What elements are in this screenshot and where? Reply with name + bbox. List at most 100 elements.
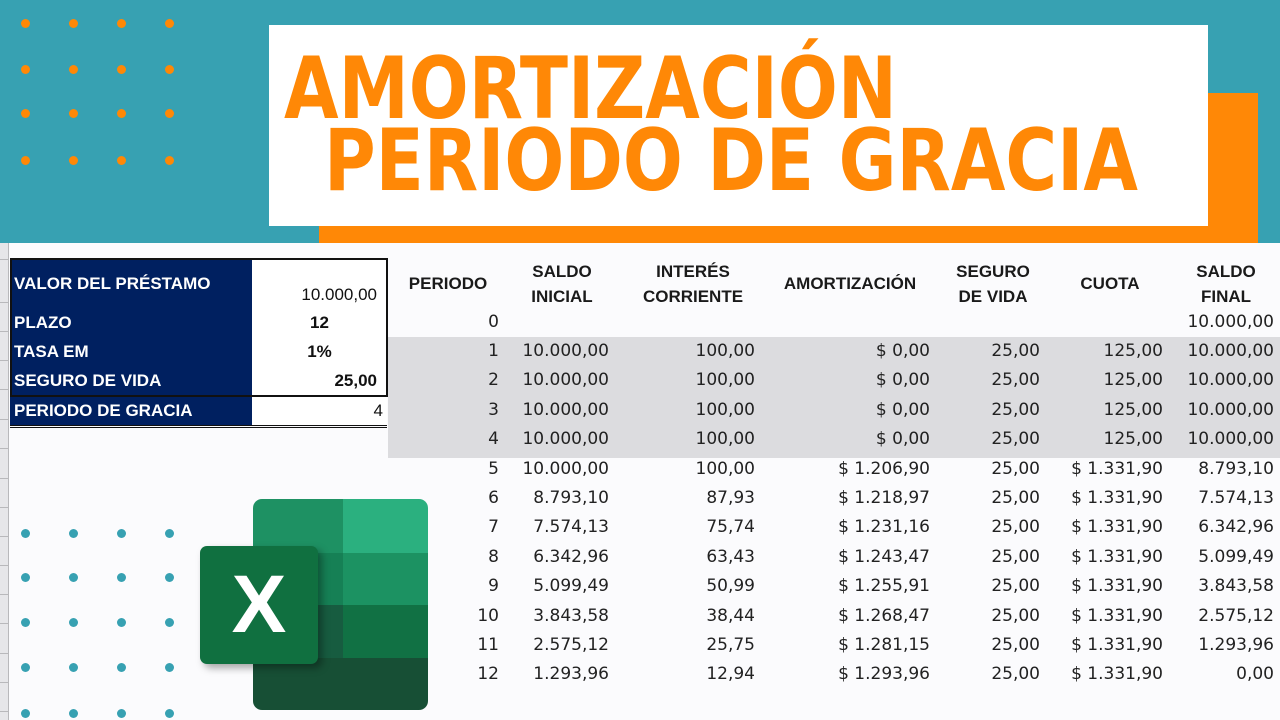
cell-interes[interactable] — [645, 308, 755, 337]
cell-saldo-inicial[interactable]: 5.099,49 — [533, 576, 609, 596]
cell-saldo-final[interactable]: 6.342,96 — [1198, 517, 1274, 537]
cell-saldo-inicial[interactable]: 1.293,96 — [533, 664, 609, 684]
cell-saldo-inicial[interactable]: 10.000,00 — [522, 400, 609, 420]
cell-periodo[interactable]: 4 — [488, 429, 499, 449]
cell-saldo-final[interactable]: 10.000,00 — [1187, 370, 1274, 390]
cell-cuota[interactable]: $ 1.331,90 — [1071, 664, 1163, 684]
cell-cuota[interactable]: $ 1.331,90 — [1071, 488, 1163, 508]
cell-interes[interactable]: 75,74 — [706, 517, 755, 537]
cell-amortizacion[interactable]: $ 1.231,16 — [838, 517, 930, 537]
cell-seguro[interactable]: 25,00 — [991, 547, 1040, 567]
cell-saldo-final[interactable]: 7.574,13 — [1198, 488, 1274, 508]
cell-saldo-inicial[interactable]: 2.575,12 — [533, 635, 609, 655]
cell-saldo-final[interactable]: 2.575,12 — [1198, 606, 1274, 626]
cell-amortizacion[interactable]: $ 1.255,91 — [838, 576, 930, 596]
cell-amortizacion[interactable] — [790, 308, 930, 337]
cell-periodo[interactable]: 2 — [488, 370, 499, 390]
cell-saldo-final[interactable]: 1.293,96 — [1198, 635, 1274, 655]
cell-saldo-final[interactable]: 0,00 — [1236, 664, 1274, 684]
decorative-dot — [21, 663, 30, 672]
cell-periodo[interactable]: 0 — [488, 312, 499, 332]
cell-amortizacion[interactable]: $ 0,00 — [875, 400, 930, 420]
cell-cuota[interactable]: $ 1.331,90 — [1071, 547, 1163, 567]
cell-seguro[interactable]: 25,00 — [991, 459, 1040, 479]
cell-periodo[interactable]: 9 — [488, 576, 499, 596]
cell-cuota[interactable]: 125,00 — [1103, 341, 1163, 361]
cell-periodo[interactable]: 3 — [488, 400, 499, 420]
cell-cuota[interactable]: 125,00 — [1103, 429, 1163, 449]
cell-periodo[interactable]: 12 — [477, 664, 499, 684]
cell-saldo-inicial[interactable]: 3.843,58 — [533, 606, 609, 626]
param-value-loan-value[interactable]: 10.000,00 — [252, 258, 387, 309]
cell-interes[interactable]: 38,44 — [706, 606, 755, 626]
header-saldo-final-line2: FINAL — [1200, 287, 1252, 306]
cell-seguro[interactable]: 25,00 — [991, 370, 1040, 390]
cell-seguro[interactable]: 25,00 — [991, 488, 1040, 508]
cell-saldo-final[interactable]: 10.000,00 — [1187, 312, 1274, 332]
cell-periodo[interactable]: 8 — [488, 547, 499, 567]
cell-saldo-inicial[interactable]: 8.793,10 — [533, 488, 609, 508]
cell-amortizacion[interactable]: $ 0,00 — [875, 429, 930, 449]
header-seguro-line1: SEGURO — [956, 262, 1030, 281]
cell-interes[interactable]: 25,75 — [706, 635, 755, 655]
cell-amortizacion[interactable]: $ 1.206,90 — [838, 459, 930, 479]
cell-cuota[interactable]: 125,00 — [1103, 370, 1163, 390]
cell-interes[interactable]: 87,93 — [706, 488, 755, 508]
cell-periodo[interactable]: 7 — [488, 517, 499, 537]
cell-saldo-final[interactable]: 10.000,00 — [1187, 400, 1274, 420]
cell-cuota[interactable]: $ 1.331,90 — [1071, 606, 1163, 626]
cell-cuota[interactable]: $ 1.331,90 — [1071, 459, 1163, 479]
cell-saldo-final[interactable]: 3.843,58 — [1198, 576, 1274, 596]
cell-seguro[interactable]: 25,00 — [991, 576, 1040, 596]
cell-cuota[interactable]: 125,00 — [1103, 400, 1163, 420]
cell-interes[interactable]: 100,00 — [695, 341, 755, 361]
cell-cuota[interactable]: $ 1.331,90 — [1071, 517, 1163, 537]
cell-saldo-inicial[interactable]: 7.574,13 — [533, 517, 609, 537]
param-value-grace-period[interactable]: 4 — [252, 397, 387, 425]
cell-saldo-final[interactable]: 8.793,10 — [1198, 459, 1274, 479]
cell-amortizacion[interactable]: $ 1.293,96 — [838, 664, 930, 684]
cell-periodo[interactable]: 6 — [488, 488, 499, 508]
cell-periodo[interactable]: 5 — [488, 459, 499, 479]
param-value-term[interactable]: 12 — [252, 309, 387, 337]
cell-saldo-inicial[interactable]: 10.000,00 — [522, 429, 609, 449]
cell-periodo[interactable]: 11 — [477, 635, 499, 655]
cell-seguro[interactable]: 25,00 — [991, 664, 1040, 684]
cell-amortizacion[interactable]: $ 1.281,15 — [838, 635, 930, 655]
cell-saldo-final[interactable]: 5.099,49 — [1198, 547, 1274, 567]
cell-saldo-final[interactable]: 10.000,00 — [1187, 341, 1274, 361]
cell-seguro[interactable]: 25,00 — [991, 400, 1040, 420]
cell-seguro[interactable]: 25,00 — [991, 341, 1040, 361]
cell-interes[interactable]: 100,00 — [695, 459, 755, 479]
cell-saldo-inicial[interactable]: 10.000,00 — [522, 459, 609, 479]
cell-interes[interactable]: 100,00 — [695, 429, 755, 449]
cell-seguro[interactable]: 25,00 — [991, 517, 1040, 537]
cell-amortizacion[interactable]: $ 1.243,47 — [838, 547, 930, 567]
cell-cuota[interactable]: $ 1.331,90 — [1071, 576, 1163, 596]
cell-interes[interactable]: 63,43 — [706, 547, 755, 567]
cell-saldo-inicial[interactable]: 10.000,00 — [522, 341, 609, 361]
cell-seguro[interactable]: 25,00 — [991, 429, 1040, 449]
decorative-dot — [69, 19, 78, 28]
cell-interes[interactable]: 100,00 — [695, 400, 755, 420]
cell-interes[interactable]: 50,99 — [706, 576, 755, 596]
cell-amortizacion[interactable]: $ 0,00 — [875, 370, 930, 390]
cell-cuota[interactable]: $ 1.331,90 — [1071, 635, 1163, 655]
cell-periodo[interactable]: 1 — [488, 341, 499, 361]
cell-cuota[interactable] — [1053, 308, 1163, 337]
cell-seguro[interactable] — [950, 308, 1040, 337]
cell-amortizacion[interactable]: $ 1.268,47 — [838, 606, 930, 626]
cell-saldo-inicial[interactable] — [499, 308, 609, 337]
cell-seguro[interactable]: 25,00 — [991, 635, 1040, 655]
cell-seguro[interactable]: 25,00 — [991, 606, 1040, 626]
cell-amortizacion[interactable]: $ 0,00 — [875, 341, 930, 361]
cell-amortizacion[interactable]: $ 1.218,97 — [838, 488, 930, 508]
cell-interes[interactable]: 12,94 — [706, 664, 755, 684]
cell-periodo[interactable]: 10 — [477, 606, 499, 626]
cell-interes[interactable]: 100,00 — [695, 370, 755, 390]
cell-saldo-inicial[interactable]: 6.342,96 — [533, 547, 609, 567]
cell-saldo-final[interactable]: 10.000,00 — [1187, 429, 1274, 449]
cell-saldo-inicial[interactable]: 10.000,00 — [522, 370, 609, 390]
param-value-life-insurance[interactable]: 25,00 — [252, 366, 387, 396]
param-value-rate[interactable]: 1% — [252, 337, 387, 366]
